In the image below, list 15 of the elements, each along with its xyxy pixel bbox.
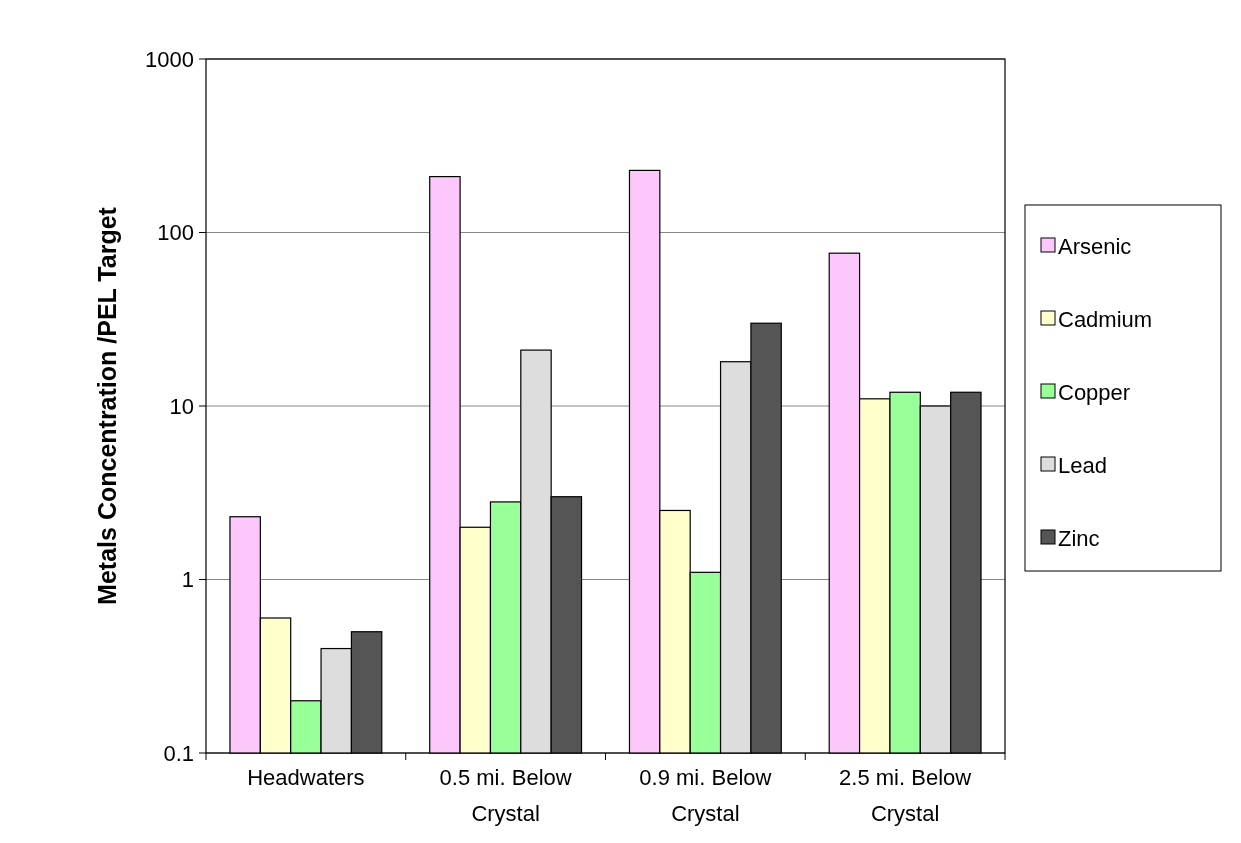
y-axis-title: Metals Concentration /PEL Target [93, 206, 121, 605]
y-tick-label: 1000 [145, 46, 194, 72]
y-tick-label: 0.1 [163, 740, 194, 766]
legend-label: Zinc [1058, 525, 1100, 551]
x-tick-label: 2.5 mi. Below Crystal [839, 765, 972, 826]
x-tick-label: 0.5 mi. Below Crystal [439, 765, 572, 826]
legend-label: Cadmium [1058, 306, 1153, 332]
legend-label: Lead [1058, 452, 1107, 478]
y-tick-label: 1 [181, 567, 194, 593]
x-tick-label: Headwaters [247, 765, 365, 790]
legend-label: Copper [1058, 379, 1131, 405]
y-tick-label: 100 [157, 220, 194, 246]
legend-label: Arsenic [1058, 233, 1132, 259]
y-tick-label: 10 [169, 393, 194, 419]
x-tick-label: 0.9 mi. Below Crystal [639, 765, 772, 826]
